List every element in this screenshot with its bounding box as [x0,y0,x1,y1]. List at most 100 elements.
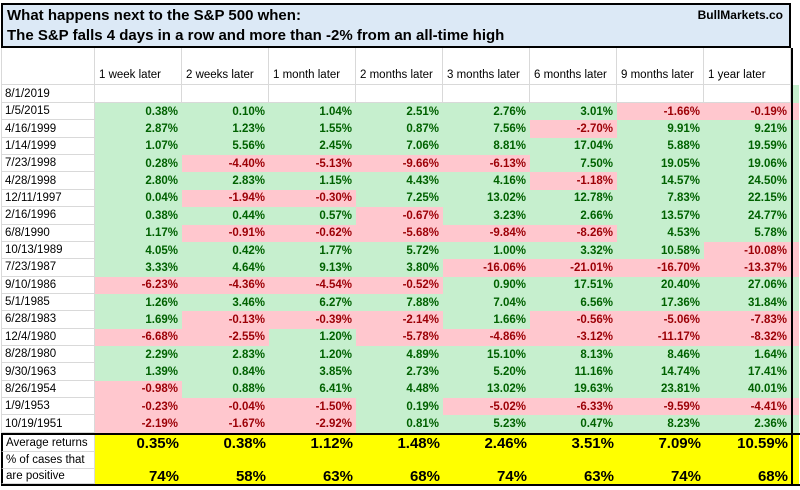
return-cell[interactable]: -0.67% [356,207,443,225]
return-cell[interactable]: 0.38% [95,207,182,225]
average-return-cell[interactable]: 1.12% [269,434,356,452]
date-cell[interactable]: 8/26/1954 [1,380,95,399]
return-cell[interactable]: 19.59% [704,137,791,156]
date-cell[interactable]: 10/13/1989 [1,241,95,260]
return-cell[interactable]: -1.50% [269,398,356,416]
return-cell[interactable]: 3.46% [182,293,269,312]
return-cell[interactable]: 11.16% [530,363,617,381]
return-cell[interactable]: 13.02% [443,189,530,208]
date-cell[interactable]: 8/1/2019 [1,85,95,103]
return-cell[interactable]: 0.28% [95,155,182,173]
return-cell[interactable]: -16.06% [443,259,530,277]
return-cell[interactable]: 7.56% [443,120,530,138]
date-cell[interactable]: 7/23/1987 [1,259,95,277]
percent-positive-cell[interactable]: 74% [443,468,530,484]
return-cell[interactable]: 9.21% [704,120,791,138]
return-cell[interactable]: 3.33% [95,259,182,277]
return-cell[interactable]: -2.92% [269,415,356,433]
return-cell[interactable]: 4.64% [182,259,269,277]
return-cell[interactable]: 8.81% [443,137,530,156]
return-cell[interactable]: 7.25% [356,189,443,208]
percent-positive-cell[interactable]: 63% [530,468,617,484]
return-cell[interactable]: -16.70% [617,259,704,277]
return-cell[interactable]: -4.86% [443,328,530,347]
average-return-cell[interactable]: 10.59% [704,434,791,452]
return-cell[interactable]: 19.63% [530,380,617,399]
return-cell[interactable]: 3.80% [356,259,443,277]
return-cell[interactable]: 2.80% [95,172,182,190]
return-cell[interactable]: 0.87% [356,120,443,138]
return-cell[interactable]: 3.23% [443,207,530,225]
empty-cell[interactable] [269,85,356,103]
return-cell[interactable]: 7.50% [530,155,617,173]
return-cell[interactable]: 3.32% [530,241,617,260]
percent-positive-cell[interactable]: 58% [182,468,269,484]
return-cell[interactable]: 4.48% [356,380,443,399]
return-cell[interactable]: -13.37% [704,259,791,277]
return-cell[interactable]: 7.04% [443,293,530,312]
return-cell[interactable]: -4.36% [182,276,269,294]
average-return-cell[interactable]: 2.46% [443,434,530,452]
return-cell[interactable]: 0.04% [95,189,182,208]
return-cell[interactable]: 4.89% [356,346,443,364]
return-cell[interactable]: 1.55% [269,120,356,138]
return-cell[interactable]: -4.54% [269,276,356,294]
percent-positive-cell[interactable]: 68% [356,468,443,484]
column-header-cell[interactable]: 2 months later [356,48,443,85]
date-cell[interactable]: 4/28/1998 [1,172,95,190]
date-cell[interactable]: 2/16/1996 [1,207,95,225]
return-cell[interactable]: 13.02% [443,380,530,399]
return-cell[interactable]: 9.13% [269,259,356,277]
return-cell[interactable]: 3.85% [269,363,356,381]
return-cell[interactable]: 6.41% [269,380,356,399]
return-cell[interactable]: 4.53% [617,224,704,242]
return-cell[interactable]: -2.19% [95,415,182,433]
return-cell[interactable]: -6.68% [95,328,182,347]
return-cell[interactable]: 7.88% [356,293,443,312]
return-cell[interactable]: 23.81% [617,380,704,399]
return-cell[interactable]: 7.83% [617,189,704,208]
return-cell[interactable]: -5.02% [443,398,530,416]
return-cell[interactable]: 22.15% [704,189,791,208]
return-cell[interactable]: 2.36% [704,415,791,433]
return-cell[interactable]: 1.23% [182,120,269,138]
return-cell[interactable]: -1.18% [530,172,617,190]
date-cell[interactable]: 12/11/1997 [1,189,95,208]
return-cell[interactable]: -21.01% [530,259,617,277]
return-cell[interactable]: 17.04% [530,137,617,156]
return-cell[interactable]: 2.29% [95,346,182,364]
average-return-cell[interactable]: 0.35% [95,434,182,452]
return-cell[interactable]: 4.16% [443,172,530,190]
return-cell[interactable]: -9.84% [443,224,530,242]
return-cell[interactable]: 2.76% [443,103,530,121]
return-cell[interactable]: -6.33% [530,398,617,416]
return-cell[interactable]: -5.13% [269,155,356,173]
date-cell[interactable]: 1/5/2015 [1,103,95,121]
return-cell[interactable]: -5.06% [617,311,704,329]
return-cell[interactable]: 6.56% [530,293,617,312]
return-cell[interactable]: 19.05% [617,155,704,173]
return-cell[interactable]: -0.52% [356,276,443,294]
return-cell[interactable]: -4.41% [704,398,791,416]
return-cell[interactable]: 0.57% [269,207,356,225]
return-cell[interactable]: 0.44% [182,207,269,225]
return-cell[interactable]: 2.73% [356,363,443,381]
return-cell[interactable]: 3.01% [530,103,617,121]
date-cell[interactable]: 4/16/1999 [1,120,95,138]
return-cell[interactable]: 24.77% [704,207,791,225]
average-return-cell[interactable]: 0.38% [182,434,269,452]
return-cell[interactable]: 17.41% [704,363,791,381]
return-cell[interactable]: -4.40% [182,155,269,173]
return-cell[interactable]: 0.38% [95,103,182,121]
return-cell[interactable]: -1.66% [617,103,704,121]
return-cell[interactable]: 1.69% [95,311,182,329]
return-cell[interactable]: -8.26% [530,224,617,242]
return-cell[interactable]: -1.94% [182,189,269,208]
empty-cell[interactable] [95,85,182,103]
percent-positive-cell[interactable]: 68% [704,468,791,484]
return-cell[interactable]: 1.15% [269,172,356,190]
return-cell[interactable]: 10.58% [617,241,704,260]
return-cell[interactable]: 5.23% [443,415,530,433]
return-cell[interactable]: 0.84% [182,363,269,381]
column-header-cell[interactable]: 1 week later [95,48,182,85]
